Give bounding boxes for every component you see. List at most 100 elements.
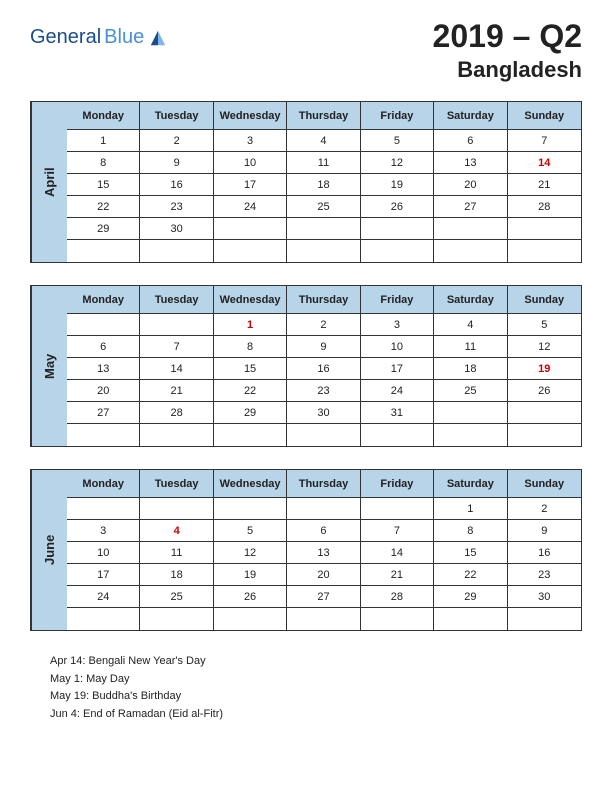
day-cell: 5 — [214, 520, 287, 542]
day-cell — [434, 218, 507, 240]
day-cell — [287, 218, 360, 240]
day-of-week-header: Thursday — [287, 102, 360, 130]
day-of-week-header: Sunday — [508, 470, 581, 498]
day-cell — [434, 240, 507, 262]
day-cell — [434, 608, 507, 630]
calendar-grid: MondayTuesdayWednesdayThursdayFridaySatu… — [67, 286, 581, 446]
holiday-entry: Apr 14: Bengali New Year's Day — [50, 653, 582, 671]
logo: General Blue — [30, 26, 167, 49]
day-of-week-header: Wednesday — [214, 286, 287, 314]
day-cell: 21 — [508, 174, 581, 196]
calendars-container: AprilMondayTuesdayWednesdayThursdayFrida… — [30, 101, 582, 631]
day-cell: 25 — [140, 586, 213, 608]
holidays-list: Apr 14: Bengali New Year's DayMay 1: May… — [30, 653, 582, 723]
day-cell: 2 — [140, 130, 213, 152]
day-cell — [508, 218, 581, 240]
day-cell: 28 — [361, 586, 434, 608]
day-cell: 13 — [434, 152, 507, 174]
day-of-week-header: Monday — [67, 470, 140, 498]
day-cell — [67, 498, 140, 520]
day-cell: 28 — [508, 196, 581, 218]
day-cell — [508, 608, 581, 630]
day-cell: 31 — [361, 402, 434, 424]
day-cell — [434, 424, 507, 446]
day-cell: 23 — [508, 564, 581, 586]
day-cell: 20 — [434, 174, 507, 196]
day-of-week-header: Thursday — [287, 286, 360, 314]
day-cell: 27 — [434, 196, 507, 218]
day-cell: 19 — [361, 174, 434, 196]
day-cell — [508, 424, 581, 446]
day-of-week-header: Wednesday — [214, 470, 287, 498]
day-cell: 7 — [361, 520, 434, 542]
calendar-june: JuneMondayTuesdayWednesdayThursdayFriday… — [30, 469, 582, 631]
day-cell — [140, 608, 213, 630]
day-cell: 24 — [361, 380, 434, 402]
day-cell: 3 — [361, 314, 434, 336]
day-cell: 25 — [434, 380, 507, 402]
title-sub: Bangladesh — [433, 57, 582, 83]
day-cell: 20 — [67, 380, 140, 402]
day-of-week-header: Friday — [361, 102, 434, 130]
day-cell: 7 — [140, 336, 213, 358]
day-cell: 3 — [67, 520, 140, 542]
day-cell: 22 — [67, 196, 140, 218]
day-cell — [140, 424, 213, 446]
header: General Blue 2019 – Q2 Bangladesh — [30, 18, 582, 83]
day-cell: 4 — [434, 314, 507, 336]
day-cell: 14 — [140, 358, 213, 380]
day-cell: 20 — [287, 564, 360, 586]
day-of-week-header: Tuesday — [140, 102, 213, 130]
day-of-week-header: Tuesday — [140, 470, 213, 498]
day-cell: 22 — [434, 564, 507, 586]
day-cell: 30 — [287, 402, 360, 424]
calendar-grid: MondayTuesdayWednesdayThursdayFridaySatu… — [67, 102, 581, 262]
day-of-week-header: Friday — [361, 470, 434, 498]
day-cell: 15 — [214, 358, 287, 380]
day-cell — [361, 218, 434, 240]
day-of-week-header: Thursday — [287, 470, 360, 498]
day-cell: 28 — [140, 402, 213, 424]
day-of-week-header: Saturday — [434, 286, 507, 314]
day-of-week-header: Monday — [67, 102, 140, 130]
day-cell — [287, 498, 360, 520]
day-cell: 15 — [67, 174, 140, 196]
day-cell — [214, 424, 287, 446]
day-cell — [140, 498, 213, 520]
day-cell: 29 — [67, 218, 140, 240]
day-cell: 9 — [508, 520, 581, 542]
day-cell — [214, 218, 287, 240]
day-of-week-header: Wednesday — [214, 102, 287, 130]
day-cell: 26 — [214, 586, 287, 608]
day-cell — [287, 424, 360, 446]
day-cell: 10 — [214, 152, 287, 174]
day-cell: 15 — [434, 542, 507, 564]
day-cell — [434, 402, 507, 424]
logo-icon — [149, 29, 167, 47]
day-cell — [140, 314, 213, 336]
day-cell: 27 — [67, 402, 140, 424]
day-cell: 16 — [140, 174, 213, 196]
day-cell — [67, 424, 140, 446]
day-cell: 5 — [361, 130, 434, 152]
day-cell: 23 — [140, 196, 213, 218]
day-cell — [214, 498, 287, 520]
day-cell — [508, 240, 581, 262]
day-cell: 13 — [287, 542, 360, 564]
day-cell: 3 — [214, 130, 287, 152]
day-cell — [214, 608, 287, 630]
day-cell: 12 — [214, 542, 287, 564]
day-cell: 2 — [508, 498, 581, 520]
day-cell: 2 — [287, 314, 360, 336]
calendar-may: MayMondayTuesdayWednesdayThursdayFridayS… — [30, 285, 582, 447]
day-cell: 6 — [434, 130, 507, 152]
day-cell: 10 — [361, 336, 434, 358]
day-cell: 4 — [287, 130, 360, 152]
day-cell: 19 — [214, 564, 287, 586]
day-of-week-header: Saturday — [434, 102, 507, 130]
day-cell: 9 — [140, 152, 213, 174]
day-cell: 18 — [287, 174, 360, 196]
day-cell: 26 — [361, 196, 434, 218]
holiday-entry: May 1: May Day — [50, 671, 582, 689]
day-cell: 12 — [508, 336, 581, 358]
